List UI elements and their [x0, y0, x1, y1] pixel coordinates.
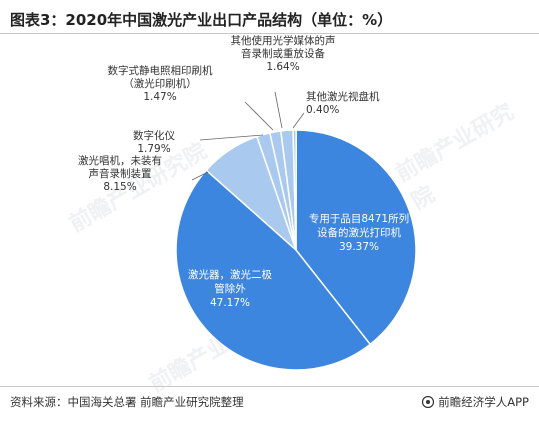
- leader-line-3: [191, 171, 209, 181]
- footer-source: 资料来源：中国海关总署 前瞻产业研究院整理: [10, 395, 244, 409]
- slice-label-3: 激光唱机，未装有声音录制装置 8.15%: [78, 154, 162, 193]
- footer-divider: [0, 386, 539, 387]
- slice-label-6: 其他使用光学媒体的声音录制或重放设备 1.64%: [231, 34, 336, 73]
- pie-slice-1: [295, 129, 417, 346]
- slice-label-5: 数字式静电照相印刷机（激光印刷机） 1.47%: [108, 64, 213, 103]
- title-divider: [0, 33, 539, 34]
- leader-line-5: [244, 101, 274, 131]
- leader-line-6: [274, 91, 283, 129]
- leader-line-7: [292, 112, 305, 129]
- slice-label-2: 激光器，激光二极管除外 47.17%: [188, 268, 272, 309]
- leader-line-4: [199, 134, 264, 141]
- pie-slice-7: [292, 129, 297, 251]
- chart-title: 图表3：2020年中国激光产业出口产品结构（单位：%）: [10, 11, 393, 29]
- brand-logo-icon: [422, 396, 435, 408]
- slice-label-1: 专用于品目8471所列设备的激光打印机 39.37%: [309, 212, 409, 253]
- footer-brand-text: 前瞻经济学人APP: [438, 395, 529, 409]
- slice-label-7: 其他激光视盘机 0.40%: [306, 90, 380, 116]
- footer-brand: 前瞻经济学人APP: [422, 394, 529, 410]
- pie-slice-2: [175, 169, 372, 371]
- slice-label-4: 数字化仪 1.79%: [133, 129, 175, 155]
